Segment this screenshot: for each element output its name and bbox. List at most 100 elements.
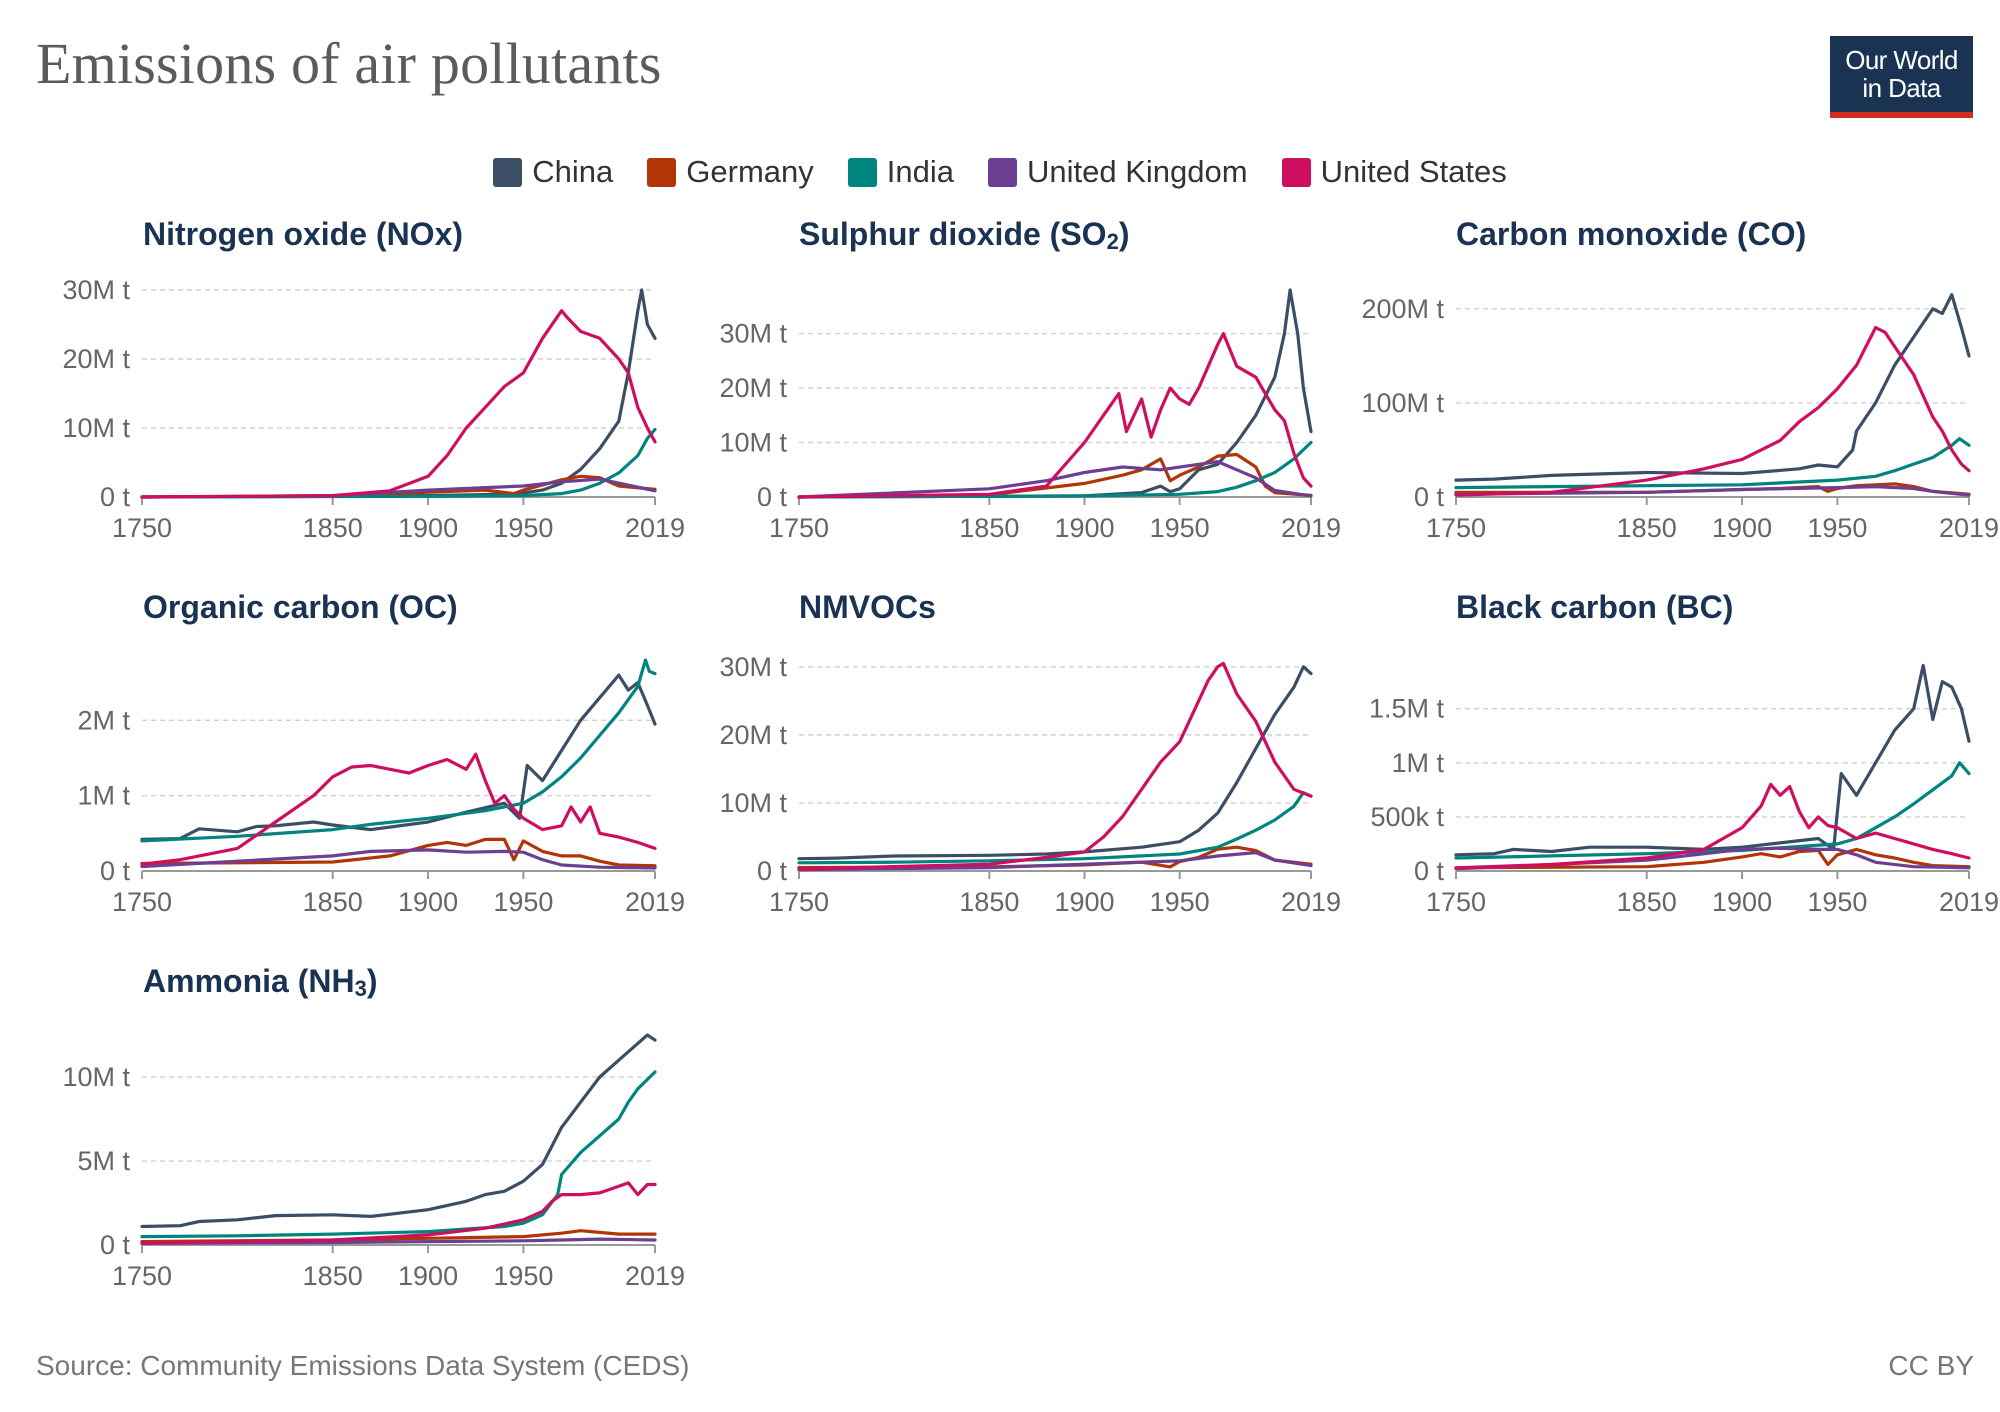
panel-2-y-tick-label: 30M t bbox=[719, 319, 787, 349]
panel-5-x-tick-label: 1750 bbox=[769, 887, 829, 917]
panel-2-series-united-kingdom[interactable] bbox=[797, 460, 1313, 499]
panel-6-x-tick-label: 1900 bbox=[1712, 887, 1772, 917]
panel-4-series-china[interactable] bbox=[140, 673, 657, 842]
panel-5-series-united-states[interactable] bbox=[797, 661, 1313, 871]
panel-7-series-india[interactable] bbox=[140, 1070, 657, 1239]
panel-1-series-united-states[interactable] bbox=[140, 309, 657, 499]
panel-2-x-tick-label: 1850 bbox=[959, 513, 1019, 543]
panel-6-y-tick-label: 1M t bbox=[1391, 748, 1444, 778]
panel-2-x-tick-label: 1950 bbox=[1150, 513, 1210, 543]
panel-5-title-text: NMVOCs bbox=[799, 589, 936, 625]
legend-swatch-india bbox=[847, 157, 877, 187]
panel-3-series-india[interactable] bbox=[1454, 437, 1971, 490]
legend-label-germany: Germany bbox=[686, 154, 814, 189]
panel-1-y-tick-label: 20M t bbox=[62, 344, 130, 374]
panel-2-title-subscript: 2 bbox=[1107, 229, 1119, 254]
panel-1-title: Nitrogen oxide (NOx) bbox=[143, 216, 463, 252]
panel-3-title: Carbon monoxide (CO) bbox=[1456, 216, 1806, 252]
panel-2-series-germany[interactable] bbox=[797, 452, 1313, 499]
panel-6-series-united-states[interactable] bbox=[1454, 782, 1971, 870]
panel-7-y-tick-label: 5M t bbox=[77, 1146, 130, 1176]
panel-6-series-india[interactable] bbox=[1454, 761, 1971, 860]
panel-5-y-tick-label: 20M t bbox=[719, 720, 787, 750]
panel-7-x-tick-label: 1850 bbox=[303, 1261, 363, 1291]
panel-6-y-tick-label: 0 t bbox=[1414, 856, 1445, 886]
legend-item-united-states[interactable]: United States bbox=[1281, 154, 1507, 190]
panel-6-title: Black carbon (BC) bbox=[1456, 589, 1733, 625]
panel-5-series-united-kingdom[interactable] bbox=[797, 850, 1313, 872]
panel-7-x-tick-label: 1950 bbox=[493, 1261, 553, 1291]
source-note: Source: Community Emissions Data System … bbox=[36, 1350, 690, 1381]
legend-label-india: India bbox=[886, 154, 955, 189]
panel-4: Organic carbon (OC) 0 t 1M t 2M t 1750 1850 19… bbox=[77, 589, 685, 917]
legend-item-china[interactable]: China bbox=[493, 154, 613, 190]
panel-4-x-tick-label: 2019 bbox=[625, 887, 685, 917]
panel-1-x-tick-label: 1850 bbox=[303, 513, 363, 543]
panel-2-series-india[interactable] bbox=[797, 440, 1313, 499]
panel-6-x-tick-label: 1950 bbox=[1807, 887, 1867, 917]
legend-swatch-united-kingdom bbox=[988, 157, 1018, 187]
panel-1: Nitrogen oxide (NOx) 0 t 10M t 20M t 30M t 17… bbox=[62, 216, 685, 543]
panel-3-x-tick-label: 1950 bbox=[1807, 513, 1867, 543]
panel-5-x-tick-label: 1850 bbox=[959, 887, 1019, 917]
panel-7-title-subscript: 3 bbox=[355, 976, 367, 1001]
panel-6-y-tick-label: 500k t bbox=[1370, 802, 1444, 832]
panel-1-title-text: Nitrogen oxide (NOx) bbox=[143, 216, 463, 252]
panel-3-x-tick-label: 2019 bbox=[1939, 513, 1999, 543]
panel-1-y-tick-label: 0 t bbox=[100, 482, 131, 512]
panel-2-x-tick-label: 1900 bbox=[1054, 513, 1114, 543]
panel-4-series-united-kingdom[interactable] bbox=[140, 848, 657, 870]
panel-3-y-tick-label: 100M t bbox=[1361, 388, 1444, 418]
panel-4-y-tick-label: 2M t bbox=[77, 705, 130, 735]
panel-4-series-united-states[interactable] bbox=[140, 752, 657, 866]
panel-5: NMVOCs 0 t 10M t 20M t 30M t 1750 1850 1900 1950… bbox=[719, 589, 1341, 917]
panel-1-x-tick-label: 1900 bbox=[398, 513, 458, 543]
legend-item-germany[interactable]: Germany bbox=[647, 154, 814, 190]
panel-3-y-tick-label: 0 t bbox=[1414, 482, 1445, 512]
panel-5-series-india[interactable] bbox=[797, 791, 1313, 865]
panel-4-title-text: Organic carbon (OC) bbox=[143, 589, 458, 625]
panel-6-series-germany[interactable] bbox=[1454, 847, 1971, 870]
panel-2-y-tick-label: 0 t bbox=[757, 482, 788, 512]
panel-7-y-tick-label: 10M t bbox=[62, 1062, 130, 1092]
panel-7-title-text: Ammonia (NH bbox=[143, 963, 355, 999]
panel-1-x-tick-label: 1750 bbox=[112, 513, 172, 543]
panel-5-title: NMVOCs bbox=[799, 589, 936, 625]
legend: China Germany India United Kingdom Unite… bbox=[0, 150, 2000, 194]
panel-3-series-united-states[interactable] bbox=[1454, 326, 1971, 497]
panel-3-series-china[interactable] bbox=[1454, 293, 1971, 482]
legend-swatch-china bbox=[493, 157, 523, 187]
panel-5-series-china[interactable] bbox=[797, 665, 1313, 861]
panel-2-title: Sulphur dioxide (SO2) bbox=[799, 216, 1129, 254]
panel-1-x-tick-label: 2019 bbox=[625, 513, 685, 543]
panel-4-title: Organic carbon (OC) bbox=[143, 589, 458, 625]
panel-3-series-united-kingdom[interactable] bbox=[1454, 485, 1971, 497]
legend-label-united-states: United States bbox=[1320, 154, 1507, 189]
panel-2-series-united-states[interactable] bbox=[797, 332, 1313, 499]
panel-1-series-china[interactable] bbox=[140, 288, 657, 499]
panel-4-series-india[interactable] bbox=[140, 658, 657, 843]
panel-5-x-tick-label: 1950 bbox=[1150, 887, 1210, 917]
panel-6-series-united-kingdom[interactable] bbox=[1454, 846, 1971, 871]
license-link[interactable]: CC BY bbox=[1888, 1350, 1974, 1381]
legend-item-india[interactable]: India bbox=[847, 154, 955, 190]
panel-7-series-china[interactable] bbox=[140, 1033, 657, 1229]
panel-3-x-tick-label: 1750 bbox=[1426, 513, 1486, 543]
panel-4-y-tick-label: 0 t bbox=[100, 856, 131, 886]
panel-4-x-tick-label: 1750 bbox=[112, 887, 172, 917]
panel-6-series-china[interactable] bbox=[1454, 663, 1971, 857]
panel-1-series-india[interactable] bbox=[140, 427, 657, 499]
panel-5-x-tick-label: 1900 bbox=[1054, 887, 1114, 917]
legend-item-united-kingdom[interactable]: United Kingdom bbox=[988, 154, 1248, 190]
panel-7-x-tick-label: 2019 bbox=[625, 1261, 685, 1291]
owid-logo[interactable]: Our World in Data bbox=[1830, 36, 1973, 118]
panel-7-series-united-kingdom[interactable] bbox=[140, 1237, 657, 1245]
panel-7-series-united-states[interactable] bbox=[140, 1181, 657, 1245]
legend-swatch-united-states bbox=[1281, 157, 1311, 187]
panel-7: Ammonia (NH3) 0 t 5M t 10M t 1750 1850 1900 195… bbox=[62, 963, 685, 1291]
panel-2-series-china[interactable] bbox=[797, 288, 1313, 499]
panel-2-title-text: Sulphur dioxide (SO bbox=[799, 216, 1107, 252]
logo-line-1: Our World bbox=[1845, 45, 1958, 75]
page-title: Emissions of air pollutants bbox=[36, 31, 662, 96]
panel-7-title-tail: ) bbox=[367, 963, 378, 999]
